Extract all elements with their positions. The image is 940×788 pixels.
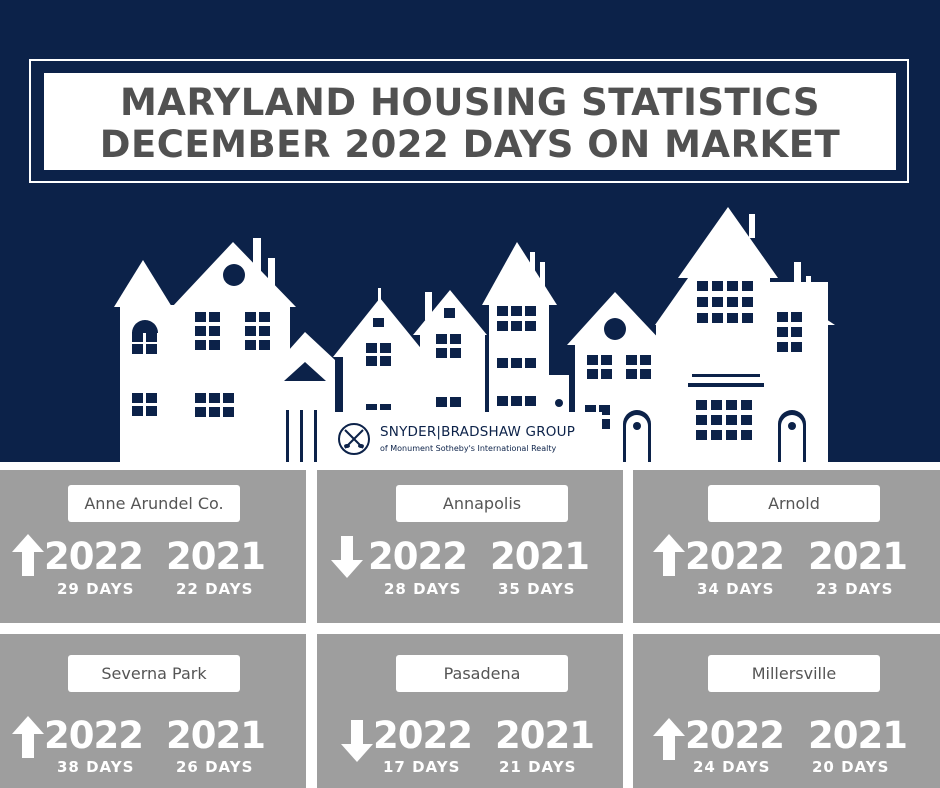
- days-previous: 22 DAYS: [176, 580, 254, 598]
- year-current: 2022: [373, 714, 473, 757]
- arrow-down-icon: [341, 720, 373, 762]
- stat-card: Annapolis 2022 2021 28 DAYS 35 DAYS: [317, 470, 623, 623]
- year-previous: 2021: [166, 714, 266, 757]
- location-label: Annapolis: [396, 485, 568, 522]
- year-current: 2022: [368, 535, 468, 578]
- location-label: Millersville: [708, 655, 880, 692]
- year-previous: 2021: [808, 535, 908, 578]
- title-line-1: MARYLAND HOUSING STATISTICS: [119, 81, 820, 124]
- arrow-up-icon: [12, 716, 44, 758]
- stat-card: Pasadena 2022 2021 17 DAYS 21 DAYS: [317, 634, 623, 788]
- days-previous: 20 DAYS: [812, 758, 890, 776]
- brand-subtitle: of Monument Sotheby's International Real…: [380, 444, 557, 453]
- year-previous: 2021: [808, 714, 908, 757]
- days-current: 28 DAYS: [384, 580, 462, 598]
- days-current: 29 DAYS: [57, 580, 135, 598]
- year-previous: 2021: [490, 535, 590, 578]
- days-previous: 21 DAYS: [499, 758, 577, 776]
- arrow-up-icon: [653, 534, 685, 576]
- stat-card: Anne Arundel Co. 2022 2021 29 DAYS 22 DA…: [0, 470, 306, 623]
- crossed-oars-icon: [338, 423, 370, 455]
- year-current: 2022: [44, 535, 144, 578]
- days-current: 17 DAYS: [383, 758, 461, 776]
- hero-banner: MARYLAND HOUSING STATISTICS DECEMBER 202…: [0, 0, 940, 462]
- location-label: Arnold: [708, 485, 880, 522]
- brand-logo: SNYDER|BRADSHAW GROUP of Monument Sotheb…: [336, 420, 596, 462]
- days-current: 38 DAYS: [57, 758, 135, 776]
- days-previous: 26 DAYS: [176, 758, 254, 776]
- stat-card: Millersville 2022 2021 24 DAYS 20 DAYS: [633, 634, 940, 788]
- year-current: 2022: [44, 714, 144, 757]
- stat-card: Arnold 2022 2021 34 DAYS 23 DAYS: [633, 470, 940, 623]
- title-frame: [29, 59, 909, 183]
- location-label: Anne Arundel Co.: [68, 485, 240, 522]
- stat-card: Severna Park 2022 2021 38 DAYS 26 DAYS: [0, 634, 306, 788]
- days-previous: 35 DAYS: [498, 580, 576, 598]
- year-previous: 2021: [495, 714, 595, 757]
- location-label: Pasadena: [396, 655, 568, 692]
- arrow-up-icon: [653, 718, 685, 760]
- year-current: 2022: [685, 714, 785, 757]
- arrow-up-icon: [12, 534, 44, 576]
- title-box: MARYLAND HOUSING STATISTICS DECEMBER 202…: [44, 73, 896, 170]
- title-line-2: DECEMBER 2022 DAYS ON MARKET: [99, 123, 841, 166]
- houses-illustration: [114, 207, 835, 462]
- days-current: 34 DAYS: [697, 580, 775, 598]
- arrow-down-icon: [331, 536, 363, 578]
- year-current: 2022: [685, 535, 785, 578]
- brand-name: SNYDER|BRADSHAW GROUP: [380, 424, 576, 440]
- days-current: 24 DAYS: [693, 758, 771, 776]
- location-label: Severna Park: [68, 655, 240, 692]
- year-previous: 2021: [166, 535, 266, 578]
- days-previous: 23 DAYS: [816, 580, 894, 598]
